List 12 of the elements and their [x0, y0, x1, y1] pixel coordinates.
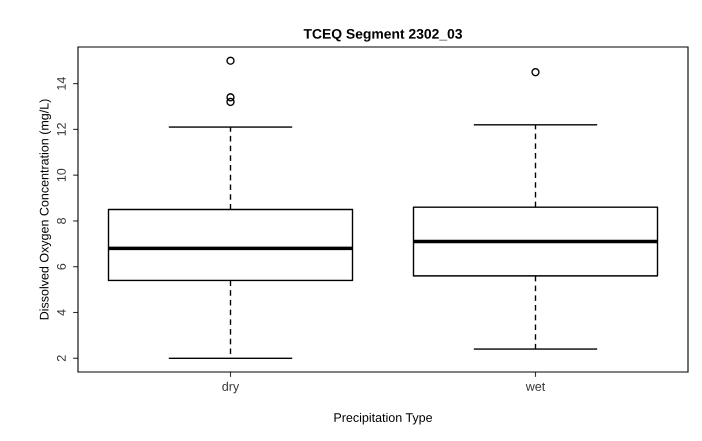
y-tick-label: 2 — [56, 355, 66, 362]
x-tick-label: dry — [222, 382, 240, 394]
y-axis-title: Dissolved Oxygen Concentration (mg/L) — [39, 99, 52, 320]
x-axis-title: Precipitation Type — [334, 412, 432, 424]
y-tick-label: 14 — [57, 77, 66, 90]
x-tick-label: wet — [526, 382, 546, 391]
y-tick-label: 6 — [56, 264, 66, 270]
y-tick-label: 4 — [57, 309, 66, 316]
y-tick-label: 10 — [56, 168, 66, 182]
y-tick-label: 12 — [56, 123, 66, 136]
y-tick-label: 8 — [56, 218, 66, 224]
chart-title: TCEQ Segment 2302_03 — [304, 28, 462, 42]
